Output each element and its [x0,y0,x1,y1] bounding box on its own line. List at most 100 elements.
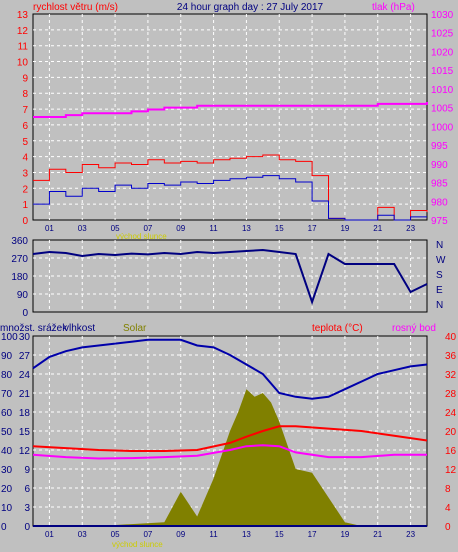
wind-tick-label: 2 [22,184,28,195]
wind-tick-label: 0 [22,216,28,227]
pressure-tick-label: 1020 [431,47,454,58]
compass-label: N [436,240,443,251]
temperature-tick-label: 4 [445,503,451,514]
hour-tick-label: 03 [78,530,87,539]
temperature-tick-label: 16 [445,446,457,457]
rain-tick-label: 0 [24,522,30,533]
direction-tick-label: 0 [22,308,28,319]
wind-tick-label: 4 [22,153,28,164]
humidity-tick-label: 10 [1,503,13,514]
hour-tick-label: 07 [143,224,152,233]
direction-tick-label: 90 [17,290,29,301]
temperature-legend: teplota (°C) [312,323,363,334]
humidity-line [32,338,428,400]
temperature-tick-label: 40 [445,332,457,343]
wind-panel [32,13,428,221]
hour-tick-label: 15 [275,224,284,233]
wind-axis-title: rychlost větru (m/s) [33,2,118,13]
humidity-tick-label: 60 [1,408,13,419]
wind-tick-label: 1 [22,200,28,211]
pressure-tick-label: 1015 [431,66,454,77]
wind-tick-label: 8 [22,89,28,100]
wind-tick-label: 12 [17,26,29,37]
pressure-tick-label: 980 [431,197,448,208]
sunrise-label-bottom: východ slunce [112,540,163,549]
compass-label: S [436,270,443,281]
pressure-tick-label: 990 [431,160,448,171]
hour-tick-label: 17 [308,530,317,539]
compass-label: E [436,285,443,296]
dewpoint-line [32,444,427,460]
hour-tick-label: 09 [176,530,185,539]
pressure-tick-label: 975 [431,216,448,227]
wind-tick-label: 10 [17,58,29,69]
rain-tick-label: 6 [24,484,30,495]
pressure-tick-label: 995 [431,141,448,152]
humidity-axis-title: vlhkost [64,323,95,334]
hour-tick-label: 07 [143,530,152,539]
hour-tick-label: 01 [45,530,54,539]
temperature-tick-label: 28 [445,389,457,400]
hour-tick-label: 15 [275,530,284,539]
hour-tick-label: 21 [373,530,382,539]
pressure-axis-title: tlak (hPa) [372,2,415,13]
wind-tick-label: 3 [22,168,28,179]
temperature-tick-label: 20 [445,427,457,438]
rain-tick-label: 15 [19,427,31,438]
temperature-tick-label: 12 [445,465,457,476]
direction-tick-label: 180 [11,272,28,283]
hour-tick-label: 19 [340,224,349,233]
hour-tick-label: 23 [406,530,415,539]
solar-legend: Solar [123,323,147,334]
humidity-tick-label: 70 [1,389,13,400]
pressure-tick-label: 1000 [431,122,454,133]
hour-tick-label: 05 [111,530,120,539]
humidity-tick-label: 50 [1,427,13,438]
humidity-tick-label: 0 [1,522,7,533]
hour-tick-label: 13 [242,530,251,539]
sunrise-label-top: východ slunce [116,232,167,241]
humidity-tick-label: 100 [1,332,18,343]
hour-tick-label: 03 [78,224,87,233]
direction-tick-label: 360 [11,236,28,247]
pressure-tick-label: 1030 [431,10,454,21]
hour-tick-label: 11 [209,224,218,233]
wind-tick-label: 6 [22,121,28,132]
hour-tick-label: 19 [340,530,349,539]
wind-tick-label: 5 [22,137,28,148]
wind-tick-label: 13 [17,10,29,21]
rain-tick-label: 21 [19,389,31,400]
wind-direction-line [32,248,428,306]
rain-tick-label: 18 [19,408,31,419]
humidity-tick-label: 90 [1,351,13,362]
direction-panel [32,239,428,313]
hour-tick-label: 11 [209,530,218,539]
pressure-line [33,102,428,118]
rain-tick-label: 3 [24,503,30,514]
rain-axis-title: množst. srážek [0,323,68,334]
hour-tick-label: 13 [242,224,251,233]
solar-area [33,389,427,526]
rain-tick-label: 12 [19,446,31,457]
rain-tick-label: 9 [24,465,30,476]
humidity-tick-label: 30 [1,465,13,476]
hour-tick-label: 09 [176,224,185,233]
rain-tick-label: 30 [19,332,31,343]
chart-title: 24 hour graph day : 27 July 2017 [177,2,324,13]
pressure-tick-label: 1025 [431,29,454,40]
pressure-tick-label: 985 [431,179,448,190]
rain-tick-label: 24 [19,370,31,381]
temperature-tick-label: 8 [445,484,451,495]
compass-label: W [436,255,446,266]
temperature-line [32,425,428,452]
temperature-tick-label: 32 [445,370,457,381]
temperature-tick-label: 24 [445,408,457,419]
wind-tick-label: 7 [22,105,28,116]
pressure-tick-label: 1005 [431,104,454,115]
temperature-tick-label: 36 [445,351,457,362]
direction-tick-label: 270 [11,254,28,265]
wind-average-line [33,175,427,221]
hour-tick-label: 01 [45,224,54,233]
hour-tick-label: 23 [406,224,415,233]
